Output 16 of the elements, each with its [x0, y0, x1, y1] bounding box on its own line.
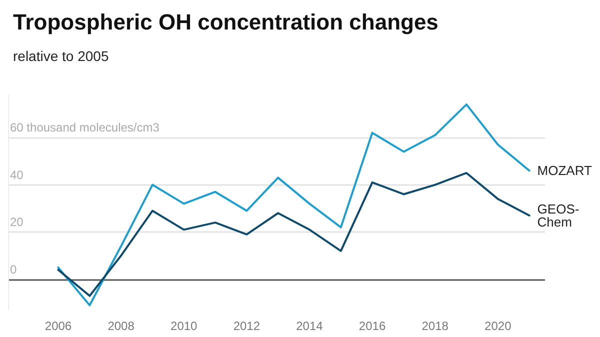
x-tick-label: 2012 [233, 319, 260, 333]
x-tick-label: 2008 [108, 319, 135, 333]
y-tick-label: 40 [10, 168, 24, 182]
y-tick-label: 0 [10, 262, 17, 276]
y-tick-label: 20 [10, 215, 24, 230]
x-tick-label: 2014 [296, 319, 324, 333]
x-tick-label: 2020 [484, 319, 512, 333]
x-tick-label: 2010 [170, 319, 198, 333]
series-label: GEOS-Chem [537, 201, 580, 230]
x-tick-label: 2016 [358, 319, 386, 333]
chart-subtitle: relative to 2005 [13, 48, 109, 64]
x-tick-label: 2018 [422, 319, 449, 333]
chart-title: Tropospheric OH concentration changes [13, 10, 438, 34]
y-tick-label: 60 thousand molecules/cm3 [10, 120, 160, 135]
series-label: MOZART [537, 163, 592, 178]
x-tick-label: 2006 [44, 319, 72, 333]
